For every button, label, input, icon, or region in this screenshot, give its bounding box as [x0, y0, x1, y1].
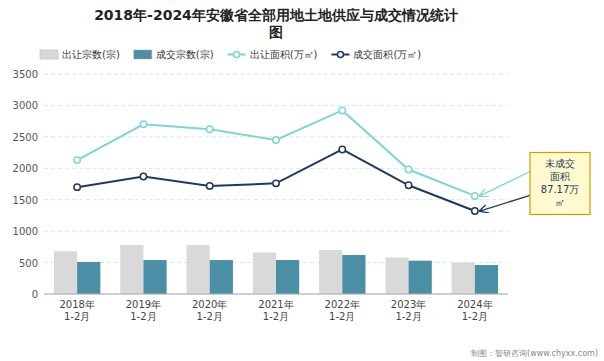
- text-line: 1-2月: [263, 311, 289, 322]
- bar: [120, 245, 143, 294]
- chart: 2018年-2024年安徽省全部用地土地供应与成交情况统计图 0 500 1000 15…: [0, 0, 604, 361]
- marker: [339, 146, 345, 152]
- legend-label: 成交面积(万㎡): [353, 49, 421, 60]
- bar: [342, 255, 365, 294]
- bar: [475, 265, 498, 294]
- legend: 出让宗数(宗) 成交宗数(宗) 出让面积(万㎡) 成交面积(万㎡): [40, 49, 421, 60]
- text-line: 1-2月: [64, 311, 90, 322]
- y-tick-label: 1500: [13, 195, 38, 206]
- text-line: ㎡: [555, 197, 565, 208]
- text-line: 1-2月: [395, 311, 421, 322]
- text-line: 2020年: [192, 299, 227, 310]
- grid-line: [44, 231, 508, 232]
- marker: [140, 173, 146, 179]
- legend-label: 成交宗数(宗): [156, 49, 214, 60]
- text-line: 2018年-2024年安徽省全部用地土地供应与成交情况统计: [94, 7, 458, 23]
- legend-marker: [337, 52, 343, 58]
- bar: [452, 263, 475, 294]
- grid-line: [44, 168, 508, 169]
- x-axis: 2018年1-2月2019年1-2月2020年1-2月2021年1-2月2022…: [59, 299, 492, 322]
- text-line: 1-2月: [130, 311, 156, 322]
- marker: [405, 182, 411, 188]
- bar: [187, 245, 210, 294]
- x-tick-label: 2023年1-2月: [391, 299, 426, 322]
- text-line: 2024年: [457, 299, 492, 310]
- y-tick-label: 3500: [13, 69, 38, 80]
- marker: [207, 183, 213, 189]
- bar: [54, 251, 77, 294]
- text-line: 2019年: [126, 299, 161, 310]
- marker: [74, 184, 80, 190]
- title: 2018年-2024年安徽省全部用地土地供应与成交情况统计图: [94, 7, 458, 40]
- y-axis: 0 500 1000 1500 2000 2500 3000 3500: [13, 69, 508, 300]
- footer: 制图：智研咨询(www.chyxx.com): [471, 349, 598, 358]
- annotation: 未成交面积 87.17万㎡: [480, 152, 590, 214]
- text-line: 2021年: [258, 299, 293, 310]
- marker: [472, 208, 478, 214]
- bar: [143, 260, 166, 294]
- marker: [74, 157, 80, 163]
- text-line: 图: [269, 24, 283, 40]
- marker: [140, 121, 146, 127]
- grid-line: [44, 199, 508, 200]
- grid-line: [44, 294, 508, 295]
- text-line: 2018年: [59, 299, 94, 310]
- line: [77, 110, 475, 195]
- legend-label: 出让面积(万㎡): [250, 49, 318, 60]
- bar: [210, 260, 233, 294]
- bar: [276, 260, 299, 294]
- marker: [472, 193, 478, 199]
- marker: [339, 107, 345, 113]
- legend-swatch: [134, 50, 152, 59]
- text-line: 1-2月: [329, 311, 355, 322]
- bar: [319, 250, 342, 294]
- text-line: 面积: [550, 171, 570, 182]
- bar: [385, 258, 408, 294]
- text-line: 1-2月: [462, 311, 488, 322]
- y-tick-label: 3000: [13, 100, 38, 111]
- text-line: 1-2月: [197, 311, 223, 322]
- bar: [409, 261, 432, 294]
- y-tick-label: 500: [19, 258, 38, 269]
- y-tick-label: 2000: [13, 163, 38, 174]
- x-tick-label: 2020年1-2月: [192, 299, 227, 322]
- x-tick-label: 2022年1-2月: [325, 299, 360, 322]
- grid-line: [44, 74, 508, 75]
- annotation-arrow: [480, 195, 530, 211]
- legend-label: 出让宗数(宗): [62, 49, 120, 60]
- marker: [273, 137, 279, 143]
- grid-line: [44, 105, 508, 106]
- y-tick-label: 1000: [13, 226, 38, 237]
- annotation-text: 未成交面积 87.17万㎡: [541, 158, 580, 208]
- x-tick-label: 2021年1-2月: [258, 299, 293, 322]
- x-axis-line: [44, 294, 508, 295]
- text-line: 2022年: [325, 299, 360, 310]
- text-line: 2023年: [391, 299, 426, 310]
- text-line: 87.17万: [541, 184, 580, 195]
- y-tick-label: 2500: [13, 132, 38, 143]
- line: [77, 149, 475, 211]
- legend-swatch: [40, 50, 58, 59]
- y-tick-label: 0: [32, 289, 38, 300]
- bar: [77, 262, 100, 294]
- x-tick-label: 2024年1-2月: [457, 299, 492, 322]
- x-tick-label: 2018年1-2月: [59, 299, 94, 322]
- marks: [54, 107, 498, 294]
- marker: [207, 126, 213, 132]
- annotation-box: [530, 152, 590, 214]
- legend-marker: [234, 52, 240, 58]
- annotation-arrow: [480, 171, 530, 195]
- marker: [405, 166, 411, 172]
- text-line: 未成交: [545, 158, 575, 169]
- marker: [273, 180, 279, 186]
- x-tick-label: 2019年1-2月: [126, 299, 161, 322]
- bar: [253, 253, 276, 294]
